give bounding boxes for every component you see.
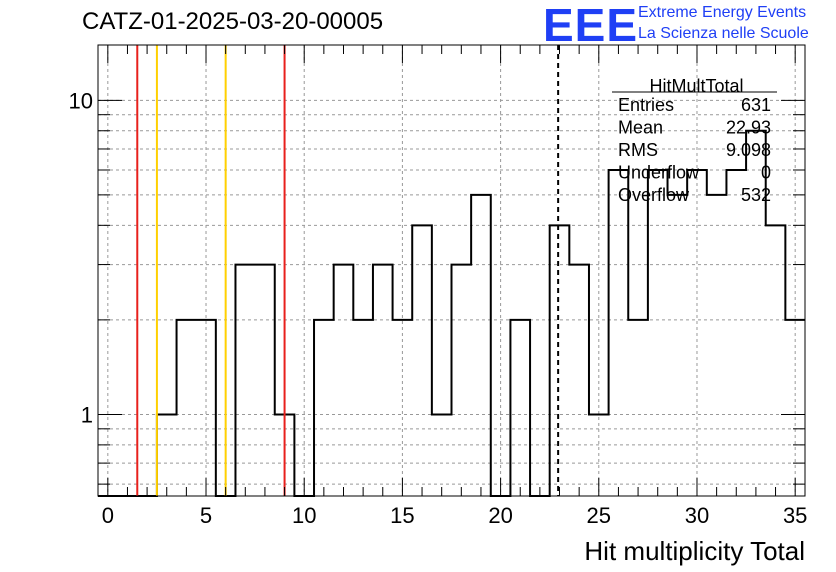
histogram-line <box>98 129 805 497</box>
x-tick-label: 0 <box>102 503 114 528</box>
x-tick-label: 10 <box>292 503 316 528</box>
stats-value: 532 <box>741 185 771 205</box>
x-tick-label: 25 <box>587 503 611 528</box>
stats-label: Underflow <box>618 163 700 183</box>
stats-title: HitMultTotal <box>649 76 743 96</box>
x-tick-label: 20 <box>488 503 512 528</box>
x-tick-label: 5 <box>200 503 212 528</box>
stats-value: 0 <box>761 163 771 183</box>
x-axis-title: Hit multiplicity Total <box>584 536 805 566</box>
eee-logo: EEE <box>543 0 639 51</box>
plot-frame <box>97 44 806 497</box>
stats-value: 9.098 <box>726 140 771 160</box>
stats-label: Overflow <box>618 185 690 205</box>
x-tick-label: 15 <box>390 503 414 528</box>
logo-line-2: La Scienza nelle Scuole <box>638 25 809 42</box>
y-tick-label: 10 <box>69 88 93 113</box>
stats-value: 631 <box>741 95 771 115</box>
logo-line-1: Extreme Energy Events <box>638 4 807 21</box>
stats-label: RMS <box>618 140 658 160</box>
x-tick-label: 35 <box>783 503 807 528</box>
x-tick-label: 30 <box>685 503 709 528</box>
stats-label: Entries <box>618 95 674 115</box>
y-tick-label: 1 <box>81 402 93 427</box>
chart-title: CATZ-01-2025-03-20-00005 <box>82 8 384 35</box>
stats-label: Mean <box>618 118 663 138</box>
stats-value: 22.93 <box>726 118 771 138</box>
